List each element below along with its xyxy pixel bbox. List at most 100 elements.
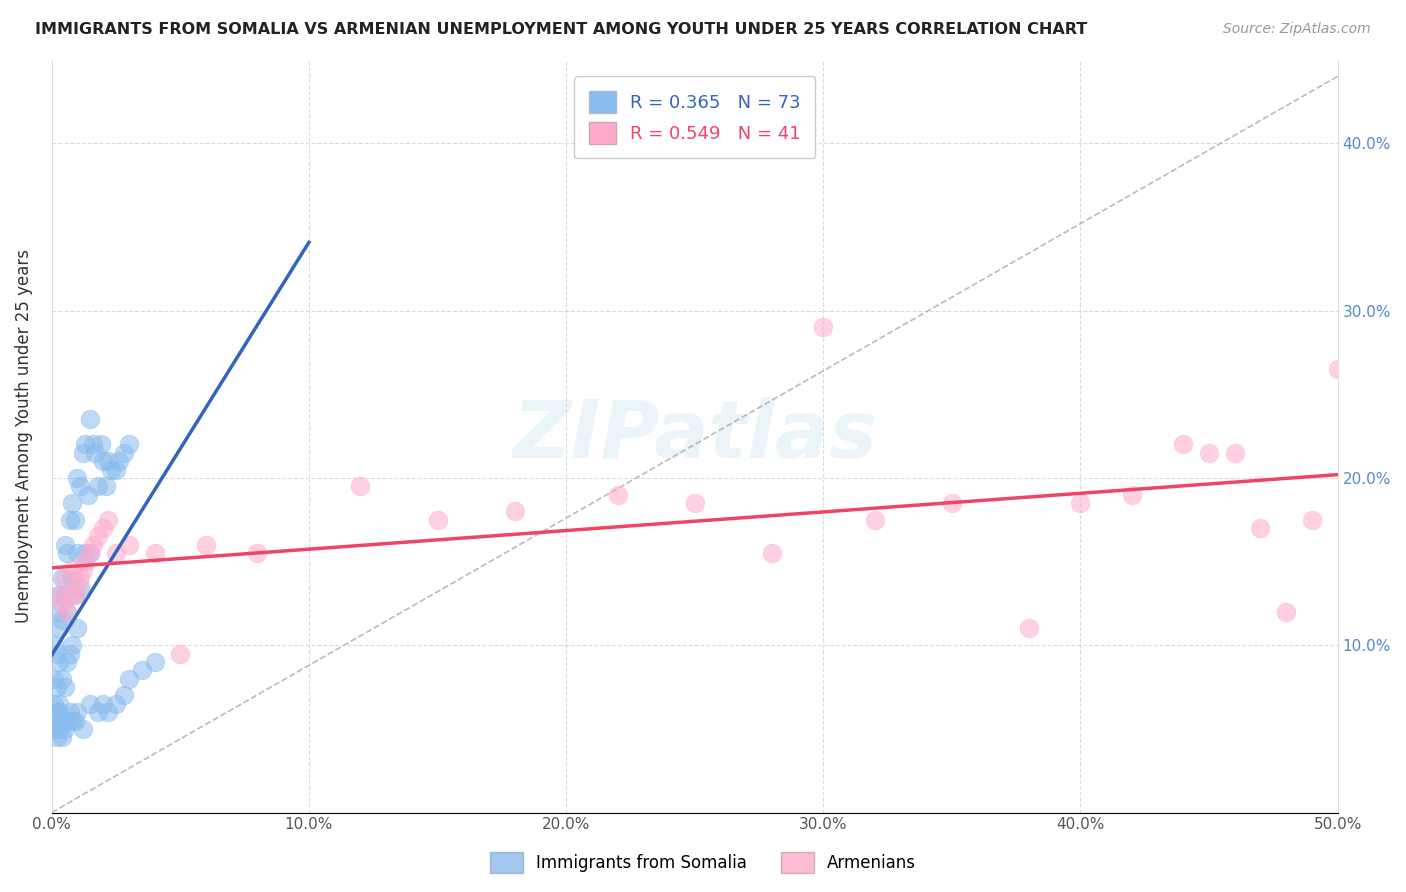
Point	[53, 722, 76, 736]
Y-axis label: Unemployment Among Youth under 25 years: Unemployment Among Youth under 25 years	[15, 249, 32, 624]
Point	[45, 647, 67, 661]
Point	[60, 571, 83, 585]
Point	[349, 479, 371, 493]
Point	[48, 705, 70, 719]
Point	[79, 412, 101, 426]
Point	[1198, 446, 1220, 460]
Point	[75, 437, 97, 451]
Point	[48, 655, 70, 669]
Point	[59, 705, 82, 719]
Point	[59, 513, 82, 527]
Point	[118, 672, 141, 686]
Point	[79, 546, 101, 560]
Point	[683, 496, 706, 510]
Point	[72, 563, 94, 577]
Point	[69, 580, 91, 594]
Point	[1069, 496, 1091, 510]
Point	[84, 446, 107, 460]
Legend: Immigrants from Somalia, Armenians: Immigrants from Somalia, Armenians	[484, 846, 922, 880]
Point	[503, 504, 526, 518]
Point	[97, 513, 120, 527]
Point	[45, 605, 67, 619]
Point	[118, 437, 141, 451]
Point	[606, 488, 628, 502]
Point	[60, 496, 83, 510]
Point	[56, 655, 79, 669]
Point	[143, 655, 166, 669]
Point	[118, 538, 141, 552]
Point	[59, 588, 82, 602]
Point	[82, 437, 104, 451]
Point	[48, 722, 70, 736]
Point	[48, 588, 70, 602]
Point	[82, 538, 104, 552]
Point	[56, 605, 79, 619]
Point	[72, 446, 94, 460]
Point	[76, 488, 98, 502]
Point	[44, 672, 66, 686]
Point	[59, 647, 82, 661]
Point	[87, 529, 110, 543]
Point	[66, 471, 89, 485]
Point	[60, 563, 83, 577]
Point	[44, 697, 66, 711]
Point	[112, 446, 135, 460]
Point	[75, 555, 97, 569]
Legend: R = 0.365   N = 73, R = 0.549   N = 41: R = 0.365 N = 73, R = 0.549 N = 41	[574, 76, 815, 158]
Point	[79, 546, 101, 560]
Point	[48, 697, 70, 711]
Point	[813, 320, 835, 334]
Point	[91, 697, 114, 711]
Point	[53, 680, 76, 694]
Point	[66, 546, 89, 560]
Point	[45, 714, 67, 728]
Point	[63, 588, 86, 602]
Text: IMMIGRANTS FROM SOMALIA VS ARMENIAN UNEMPLOYMENT AMONG YOUTH UNDER 25 YEARS CORR: IMMIGRANTS FROM SOMALIA VS ARMENIAN UNEM…	[35, 22, 1087, 37]
Point	[112, 689, 135, 703]
Point	[56, 546, 79, 560]
Text: Source: ZipAtlas.com: Source: ZipAtlas.com	[1223, 22, 1371, 37]
Point	[100, 462, 122, 476]
Point	[143, 546, 166, 560]
Point	[169, 647, 191, 661]
Point	[1250, 521, 1272, 535]
Point	[105, 697, 128, 711]
Point	[51, 613, 73, 627]
Point	[97, 705, 120, 719]
Point	[51, 571, 73, 585]
Point	[761, 546, 783, 560]
Point	[246, 546, 269, 560]
Point	[91, 521, 114, 535]
Point	[53, 538, 76, 552]
Point	[66, 580, 89, 594]
Point	[1301, 513, 1323, 527]
Point	[131, 663, 153, 677]
Point	[97, 454, 120, 468]
Point	[72, 722, 94, 736]
Point	[44, 722, 66, 736]
Point	[1275, 605, 1298, 619]
Point	[863, 513, 886, 527]
Point	[60, 638, 83, 652]
Point	[45, 680, 67, 694]
Point	[1018, 622, 1040, 636]
Point	[1121, 488, 1143, 502]
Point	[69, 571, 91, 585]
Text: ZIPatlas: ZIPatlas	[512, 397, 877, 475]
Point	[51, 672, 73, 686]
Point	[69, 479, 91, 493]
Point	[53, 588, 76, 602]
Point	[1223, 446, 1246, 460]
Point	[87, 705, 110, 719]
Point	[66, 622, 89, 636]
Point	[90, 437, 112, 451]
Point	[63, 513, 86, 527]
Point	[45, 731, 67, 745]
Point	[53, 571, 76, 585]
Point	[63, 588, 86, 602]
Point	[45, 705, 67, 719]
Point	[51, 731, 73, 745]
Point	[87, 479, 110, 493]
Point	[105, 546, 128, 560]
Point	[94, 479, 117, 493]
